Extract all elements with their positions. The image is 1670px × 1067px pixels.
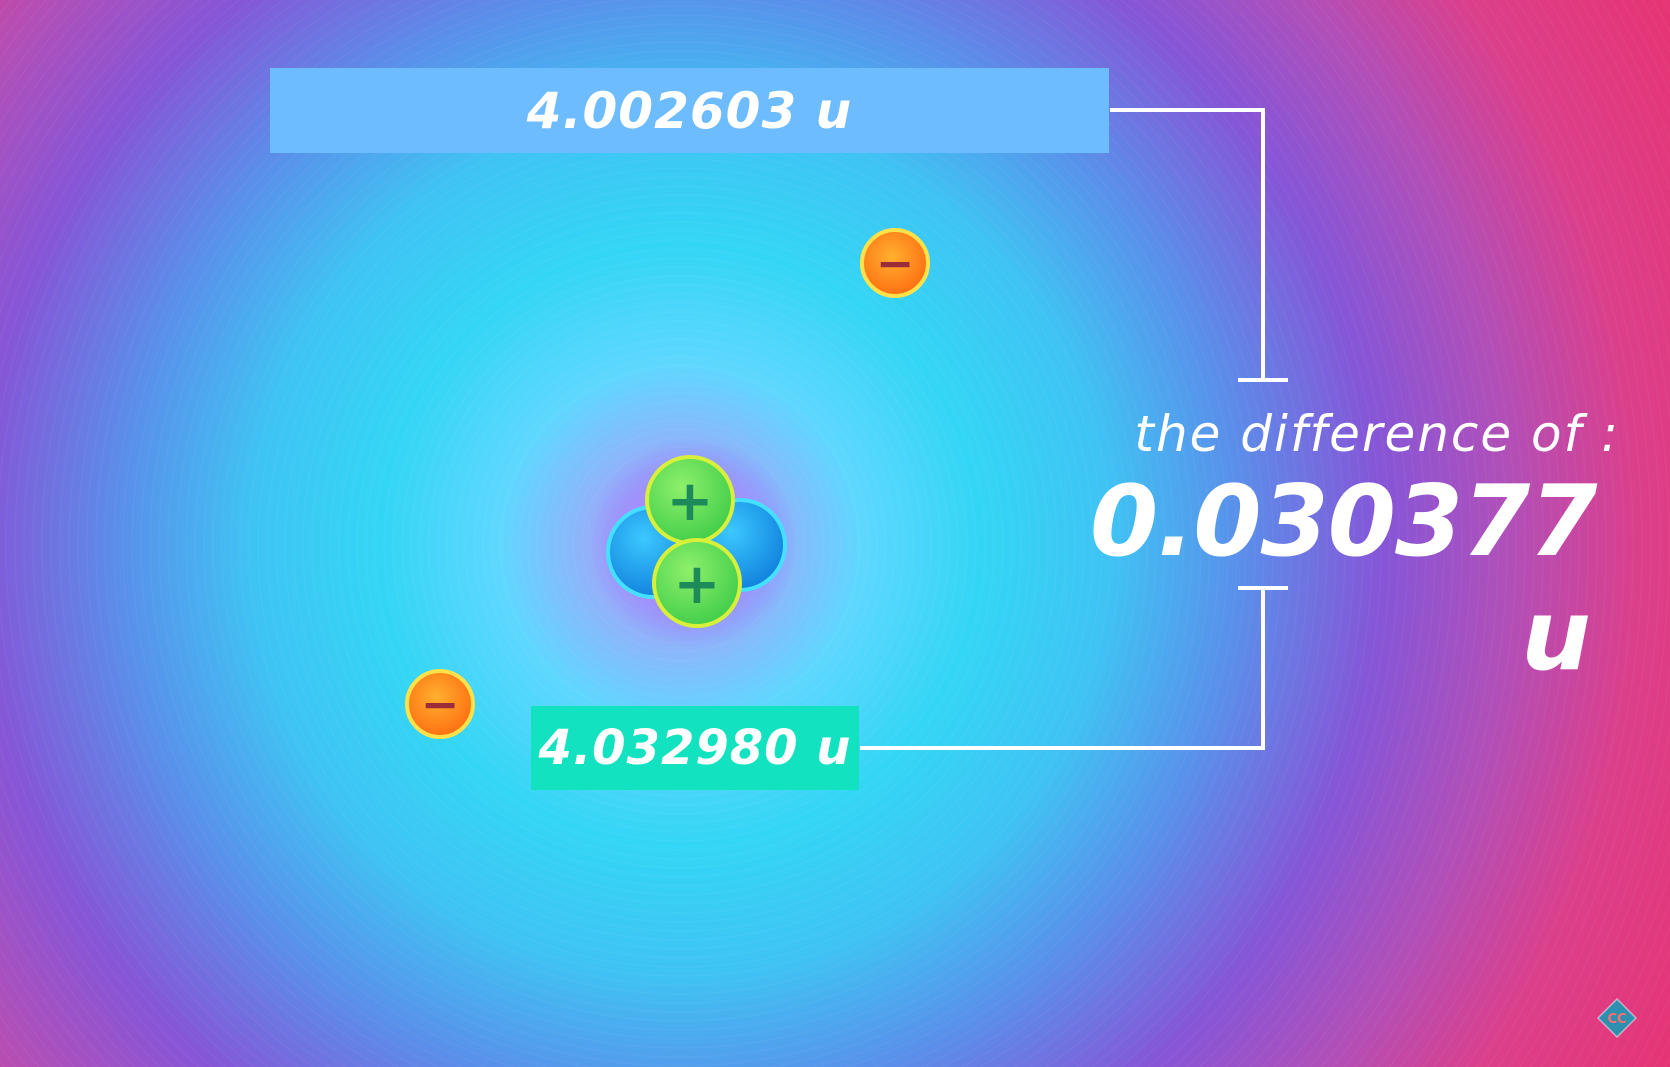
svg-text:CC: CC: [1607, 1012, 1626, 1027]
electron-upper-minus: −: [876, 236, 915, 290]
electron-lower: −: [405, 669, 475, 739]
proton-bottom: [652, 538, 742, 628]
helium-atom-mass-label: 4.002603 u: [270, 68, 1109, 153]
helium-nucleus: + +: [588, 438, 798, 648]
difference-value: 0.030377 u: [1090, 465, 1598, 693]
bracket-upper-line: [1110, 108, 1265, 380]
constituents-mass-text: 4.032980 u: [538, 720, 852, 776]
helium-atom-mass-text: 4.002603 u: [526, 81, 853, 140]
bracket-lower-line: [860, 588, 1265, 750]
proton-bottom-plus: +: [674, 552, 721, 617]
constituents-mass-label: 4.032980 u: [531, 706, 859, 790]
electron-upper: −: [860, 228, 930, 298]
difference-caption: the difference of :: [1134, 405, 1620, 463]
crash-course-logo: CC: [1597, 998, 1637, 1038]
proton-top-plus: +: [667, 469, 714, 534]
electron-lower-minus: −: [421, 677, 460, 731]
difference-bracket: [860, 108, 1288, 750]
